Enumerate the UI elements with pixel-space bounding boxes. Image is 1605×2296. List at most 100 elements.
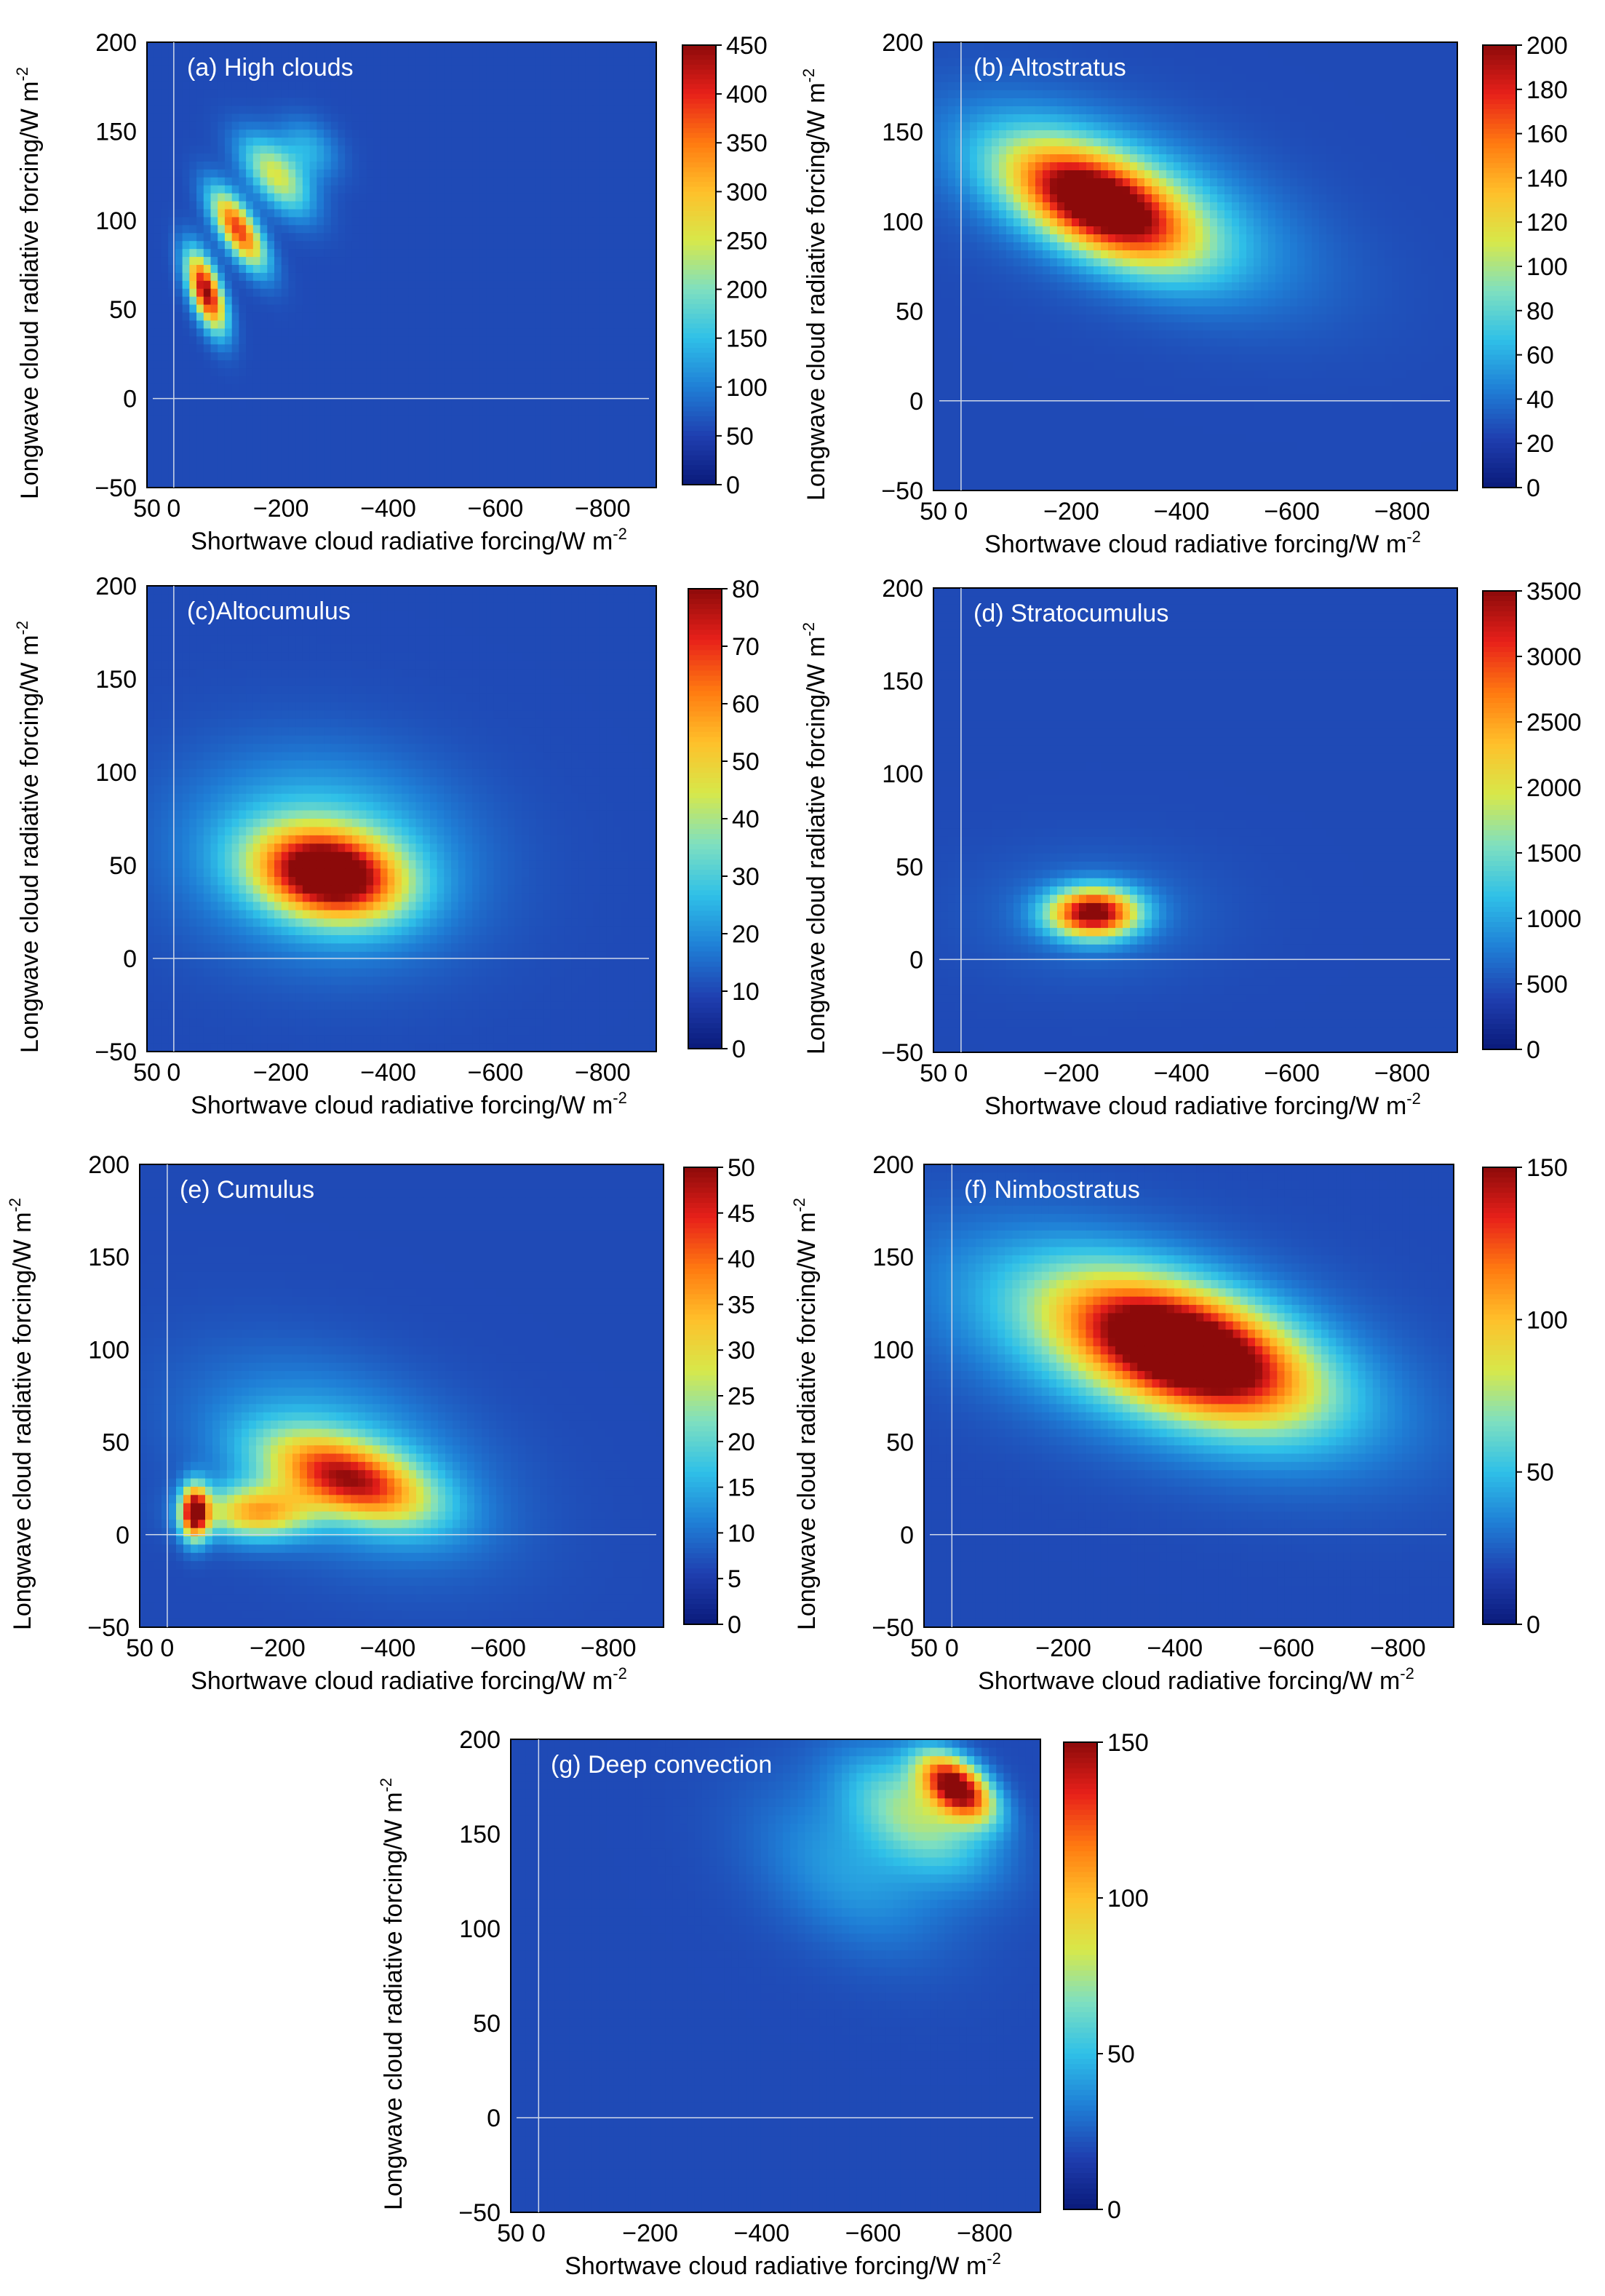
heatmap-cell: [281, 233, 290, 242]
heatmap-cell: [1224, 90, 1232, 99]
heatmap-cell: [246, 169, 254, 178]
heatmap-cell: [154, 464, 162, 472]
heatmap-cell: [444, 122, 452, 130]
heatmap-cell: [501, 106, 509, 114]
heatmap-cell: [571, 480, 579, 488]
heatmap-cell: [613, 472, 621, 480]
heatmap-cell: [1406, 90, 1414, 99]
heatmap-cell: [231, 408, 239, 417]
heatmap-cell: [1195, 50, 1203, 59]
heatmap-cell: [359, 344, 367, 353]
heatmap-cell: [613, 432, 621, 441]
heatmap-cell: [1166, 58, 1174, 67]
heatmap-cell: [465, 57, 473, 67]
heatmap-cell: [543, 209, 551, 218]
heatmap-cell: [415, 272, 423, 282]
heatmap-cell: [415, 312, 423, 322]
heatmap-cell: [231, 90, 239, 99]
heatmap-cell: [963, 82, 971, 91]
heatmap-cell: [1319, 90, 1327, 99]
heatmap-cell: [267, 193, 275, 202]
heatmap-cell: [564, 464, 572, 472]
heatmap-cell: [479, 424, 487, 433]
heatmap-cell: [288, 265, 296, 274]
heatmap-cell: [345, 209, 353, 218]
heatmap-cell: [345, 82, 353, 91]
heatmap-cell: [429, 424, 438, 433]
heatmap-cell: [239, 106, 247, 114]
heatmap-cell: [571, 65, 579, 75]
heatmap-cell: [182, 408, 190, 417]
heatmap-cell: [585, 304, 594, 314]
heatmap-cell: [218, 146, 226, 154]
heatmap-cell: [600, 57, 608, 67]
heatmap-cell: [189, 169, 197, 178]
heatmap-cell: [1072, 130, 1080, 139]
heatmap-cell: [444, 464, 452, 472]
heatmap-cell: [1188, 130, 1196, 139]
heatmap-cell: [366, 336, 374, 345]
heatmap-cell: [514, 161, 522, 170]
heatmap-cell: [239, 400, 247, 409]
heatmap-cell: [1195, 42, 1203, 51]
heatmap-cell: [451, 296, 459, 306]
heatmap-cell: [1130, 130, 1138, 139]
heatmap-cell: [1290, 98, 1298, 107]
heatmap-cell: [345, 352, 353, 361]
heatmap-cell: [175, 90, 183, 99]
heatmap-cell: [522, 424, 530, 433]
heatmap-cell: [613, 217, 621, 226]
heatmap-cell: [394, 201, 402, 210]
heatmap-cell: [1239, 90, 1247, 99]
heatmap-cell: [387, 424, 395, 433]
heatmap-cell: [161, 336, 169, 345]
heatmap-cell: [1341, 74, 1349, 83]
heatmap-cell: [1115, 74, 1123, 83]
heatmap-cell: [246, 344, 254, 353]
heatmap-cell: [592, 408, 600, 417]
heatmap-cell: [578, 344, 586, 353]
heatmap-cell: [571, 304, 579, 314]
heatmap-cell: [260, 440, 268, 448]
heatmap-cell: [224, 161, 233, 170]
heatmap-cell: [338, 352, 346, 361]
heatmap-cell: [1385, 98, 1393, 107]
heatmap-cell: [274, 272, 282, 282]
heatmap-cell: [1079, 90, 1087, 99]
heatmap-cell: [999, 50, 1007, 59]
heatmap-cell: [359, 130, 367, 138]
heatmap-cell: [231, 376, 239, 385]
heatmap-cell: [330, 57, 339, 67]
heatmap-cell: [1385, 90, 1393, 99]
heatmap-cell: [324, 328, 332, 337]
heatmap-cell: [1305, 98, 1313, 107]
heatmap-cell: [330, 185, 339, 194]
heatmap-cell: [246, 98, 254, 107]
heatmap-cell: [231, 336, 239, 345]
heatmap-cell: [429, 440, 438, 448]
heatmap-cell: [585, 146, 594, 154]
heatmap-cell: [571, 106, 579, 114]
heatmap-cell: [529, 177, 537, 186]
heatmap-cell: [1305, 66, 1313, 75]
heatmap-cell: [295, 74, 303, 83]
heatmap-cell: [231, 138, 239, 146]
heatmap-cell: [267, 472, 275, 480]
heatmap-cell: [423, 312, 431, 322]
heatmap-cell: [465, 146, 473, 154]
heatmap-cell: [585, 98, 594, 107]
heatmap-cell: [224, 177, 233, 186]
heatmap-cell: [571, 138, 579, 146]
heatmap-cell: [408, 344, 417, 353]
colorbar-segment: [682, 303, 716, 310]
heatmap-cell: [578, 138, 586, 146]
heatmap-cell: [1334, 42, 1342, 51]
heatmap-cell: [578, 456, 586, 464]
heatmap-cell: [175, 344, 183, 353]
heatmap-cell: [1123, 82, 1131, 91]
heatmap-cell: [564, 328, 572, 337]
heatmap-cell: [203, 368, 212, 377]
heatmap-cell: [578, 368, 586, 377]
heatmap-cell: [621, 424, 629, 433]
heatmap-cell: [203, 90, 212, 99]
